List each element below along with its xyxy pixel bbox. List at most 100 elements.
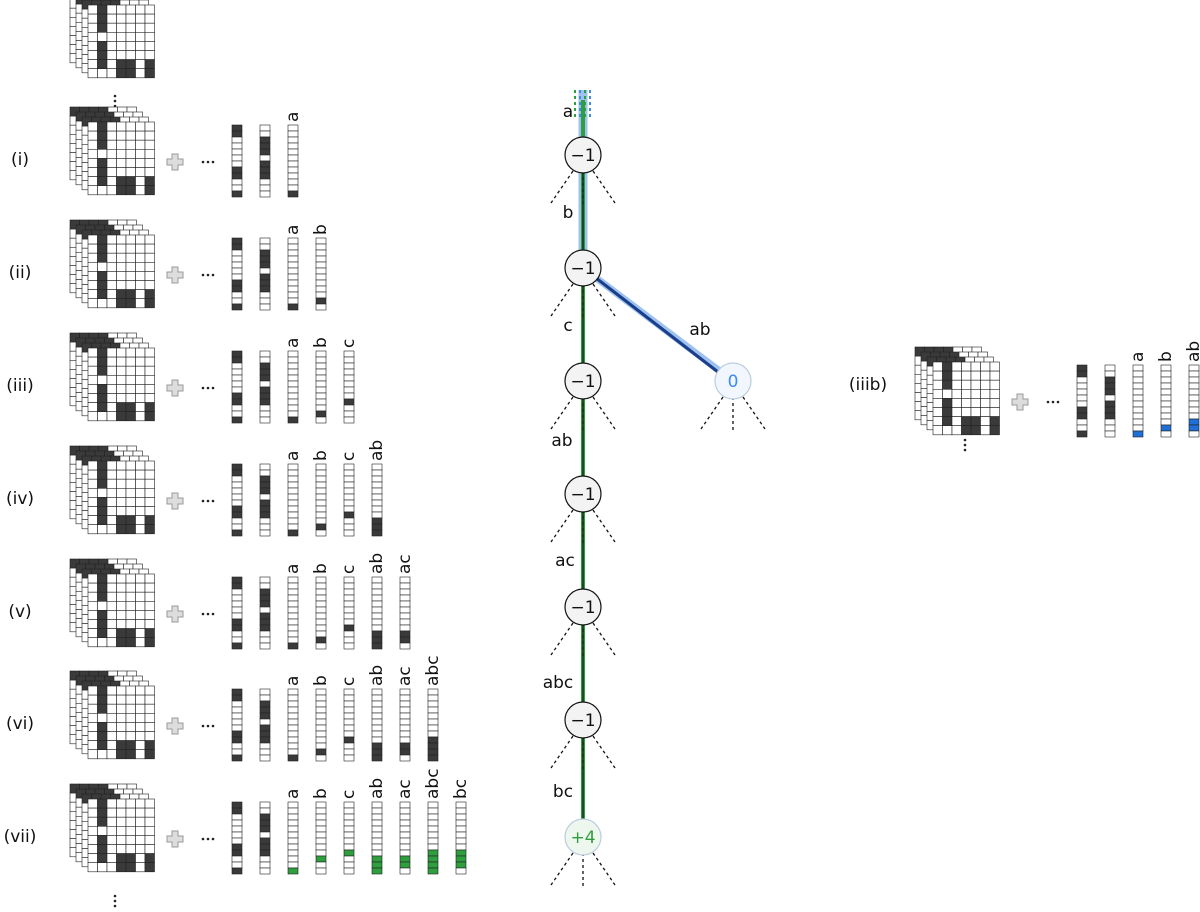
cube-cell: [970, 407, 981, 417]
column-cell: [1104, 364, 1116, 372]
cube-cell: [87, 497, 98, 507]
column-cell: [371, 630, 383, 638]
column-label: abc: [423, 768, 443, 799]
cube-cell: [116, 487, 127, 498]
column-label: abc: [423, 655, 443, 686]
column-cell: [231, 261, 243, 269]
column-label: c: [339, 565, 359, 574]
column-cell: [259, 160, 271, 168]
column-cell: [343, 529, 355, 537]
column-cell: [287, 291, 299, 299]
cube-cell: [125, 121, 136, 132]
column-cell: [287, 712, 299, 720]
ellipsis-dot: [211, 160, 215, 164]
cube-cell: [106, 478, 117, 489]
column-cell: [259, 166, 271, 174]
column-cell: [399, 636, 411, 644]
cube-cell: [135, 374, 146, 385]
column-cell: [259, 297, 271, 305]
column-cell: [399, 706, 411, 714]
cube-cell: [106, 22, 117, 33]
column-cell: [1104, 388, 1116, 396]
cube-cell: [106, 411, 117, 422]
column-cell: [427, 837, 439, 845]
cube-cell: [932, 398, 943, 408]
cube-cell: [125, 185, 136, 196]
column: [343, 688, 355, 762]
column-cell: [315, 481, 327, 489]
cube-cell: [125, 825, 136, 836]
cube-cell: [144, 573, 155, 584]
cube-cell: [135, 22, 146, 33]
column-cell: [371, 819, 383, 827]
column-cell: [231, 742, 243, 750]
column-cell: [455, 837, 467, 845]
cube-cell: [951, 398, 962, 408]
cube-cell: [97, 176, 108, 187]
column: [259, 124, 271, 198]
cube-cell: [144, 497, 155, 507]
column-cell: [259, 576, 271, 584]
ellipsis-dot: [201, 273, 205, 277]
cube-cell: [116, 749, 127, 760]
cube-cell: [116, 862, 127, 873]
cube-cell: [135, 798, 146, 809]
cube-cell: [125, 722, 136, 732]
column-cell: [343, 855, 355, 863]
cube-cell: [116, 356, 127, 367]
dashed-edge: [550, 622, 574, 656]
cube-cell: [125, 261, 136, 272]
column-cell: [399, 736, 411, 744]
column-cell: [287, 130, 299, 138]
cube-cell: [116, 280, 127, 290]
column-cell: [343, 463, 355, 471]
column-cell: [287, 576, 299, 584]
cube-cell: [144, 234, 155, 245]
cube-cell: [106, 13, 117, 24]
column-cell: [231, 404, 243, 412]
column-cell: [287, 255, 299, 263]
cube-cell: [135, 694, 146, 705]
cube-cell: [97, 460, 108, 471]
cube-cell: [144, 844, 155, 854]
cube-cell: [97, 68, 108, 79]
column-cell: [315, 487, 327, 495]
column-cell: [231, 160, 243, 168]
dashed-edge: [592, 283, 616, 317]
cube-cell: [125, 685, 136, 696]
column-cell: [343, 636, 355, 644]
column: [427, 688, 439, 762]
column-cell: [259, 801, 271, 809]
column-cell: [1076, 418, 1088, 426]
column-cell: [371, 618, 383, 626]
column-cell: [287, 249, 299, 257]
column-cell: [315, 642, 327, 650]
column-cell: [231, 600, 243, 608]
cube-cell: [87, 515, 98, 525]
cube-cell: [144, 478, 155, 489]
column-cell: [231, 511, 243, 519]
ellipsis-dot: [113, 104, 117, 108]
column-cell: [343, 688, 355, 696]
column-cell: [343, 487, 355, 495]
cube-cell: [144, 149, 155, 159]
ellipsis-dot: [113, 94, 117, 98]
column-cell: [343, 742, 355, 750]
column-cell: [427, 813, 439, 821]
column-cell: [287, 493, 299, 501]
cube-cell: [116, 13, 127, 24]
column-cell: [1076, 430, 1088, 438]
column-cell: [315, 291, 327, 299]
cube-cell: [97, 261, 108, 272]
cube-cell: [106, 591, 117, 602]
cube-cell: [106, 384, 117, 394]
cube-cell: [116, 365, 127, 376]
cube-cell: [951, 379, 962, 390]
cube-cell: [942, 398, 953, 408]
cube-cell: [87, 41, 98, 51]
column-cell: [287, 819, 299, 827]
cube-cell: [87, 167, 98, 177]
cube-cell: [135, 271, 146, 281]
column-cell: [231, 754, 243, 762]
